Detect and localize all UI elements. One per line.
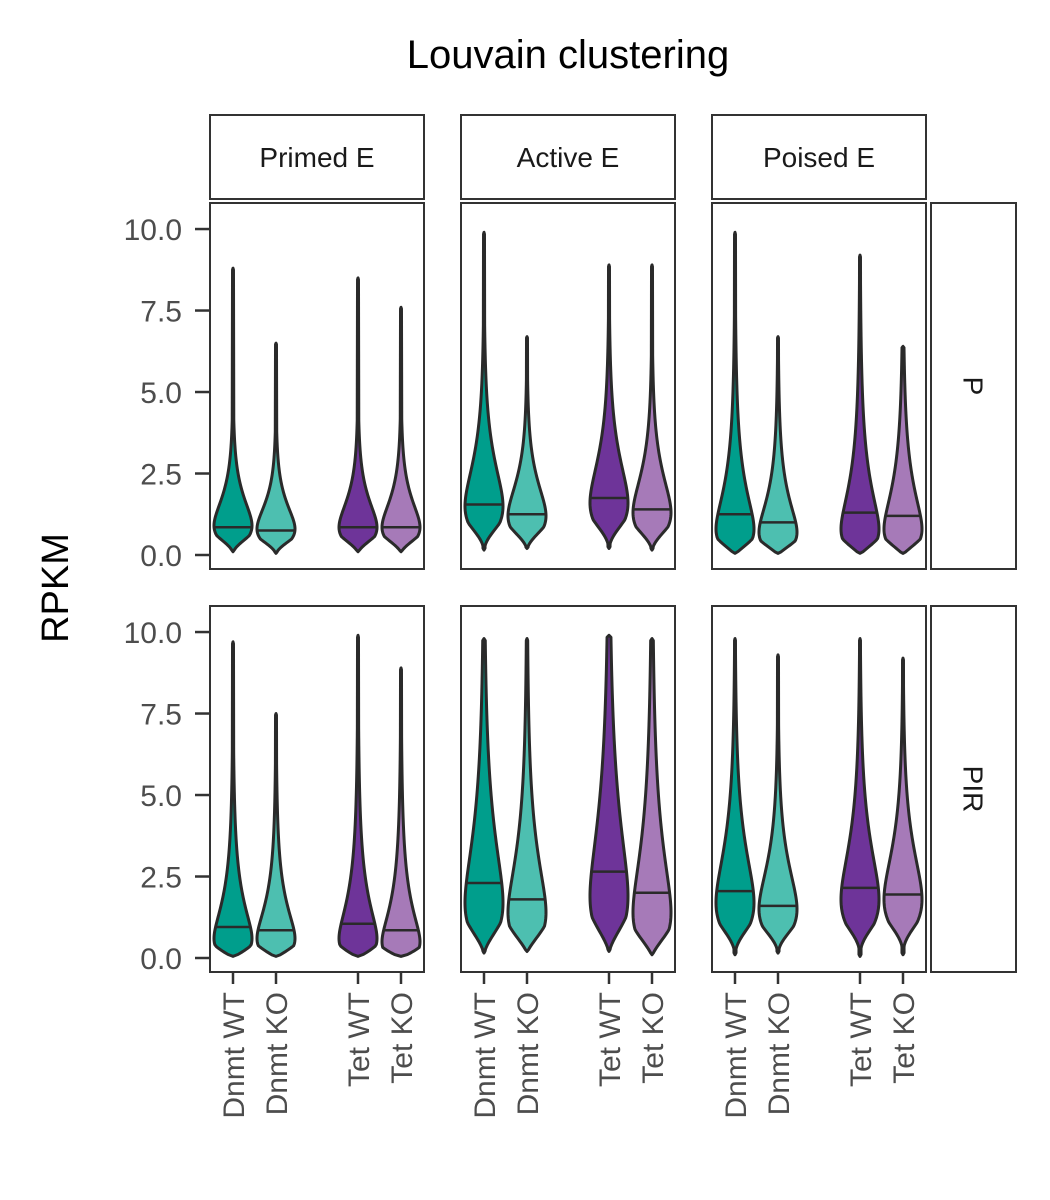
panel-p-poised-e bbox=[711, 202, 927, 570]
panel-pir-primed-e bbox=[209, 605, 425, 973]
panel-border bbox=[460, 605, 676, 973]
panel-border bbox=[711, 202, 927, 570]
strip-label-p: P bbox=[958, 377, 989, 396]
strip-label-poised-e: Poised E bbox=[763, 142, 875, 173]
violin-pir-active-e-dnmt-ko bbox=[506, 637, 548, 953]
panel-pir-active-e bbox=[460, 605, 676, 973]
x-tick-label-dnmt-wt: Dnmt WT bbox=[218, 992, 251, 1119]
x-tick-label-tet-wt: Tet WT bbox=[594, 992, 627, 1087]
x-tick-label-dnmt-wt: Dnmt WT bbox=[469, 992, 502, 1119]
y-tick-label: 5.0 bbox=[140, 377, 182, 410]
strip-box-p bbox=[930, 202, 1017, 570]
violin-p-active-e-tet-wt bbox=[588, 263, 630, 550]
panel-p-active-e bbox=[460, 202, 676, 570]
violin-p-poised-e-dnmt-wt bbox=[714, 230, 756, 555]
panel-border bbox=[209, 605, 425, 973]
panel-pir-poised-e bbox=[711, 605, 927, 973]
x-tick-label-tet-ko: Tet KO bbox=[386, 992, 419, 1084]
y-axis-title: RPKM bbox=[35, 533, 77, 643]
strip-box-poised-e bbox=[711, 114, 927, 200]
violin-pir-primed-e-tet-wt bbox=[337, 633, 379, 958]
violin-pir-active-e-dnmt-wt bbox=[463, 637, 505, 955]
y-tick-label: 7.5 bbox=[140, 296, 182, 329]
panel-border bbox=[711, 605, 927, 973]
chart-title: Louvain clustering bbox=[407, 33, 729, 77]
strip-label-primed-e: Primed E bbox=[259, 142, 374, 173]
y-tick-label: 0.0 bbox=[140, 943, 182, 976]
violin-pir-primed-e-dnmt-ko bbox=[255, 712, 297, 958]
panel-border bbox=[209, 202, 425, 570]
violin-p-active-e-dnmt-ko bbox=[506, 335, 548, 550]
x-tick-label-dnmt-ko: Dnmt KO bbox=[261, 992, 294, 1115]
y-tick-label: 7.5 bbox=[140, 699, 182, 732]
violin-pir-poised-e-dnmt-ko bbox=[757, 653, 799, 955]
y-tick-label: 10.0 bbox=[124, 617, 182, 650]
violin-p-poised-e-dnmt-ko bbox=[757, 335, 799, 555]
y-tick-label: 5.0 bbox=[140, 780, 182, 813]
violin-p-poised-e-tet-wt bbox=[839, 253, 881, 555]
violin-pir-active-e-tet-ko bbox=[631, 637, 673, 957]
strip-label-active-e: Active E bbox=[517, 142, 620, 173]
x-tick-label-tet-ko: Tet KO bbox=[888, 992, 921, 1084]
strip-box-primed-e bbox=[209, 114, 425, 200]
strip-box-active-e bbox=[460, 114, 676, 200]
panel-p-primed-e bbox=[209, 202, 425, 570]
strip-box-pir bbox=[930, 605, 1017, 973]
violin-pir-poised-e-tet-ko bbox=[882, 656, 924, 957]
x-tick-label-dnmt-ko: Dnmt KO bbox=[512, 992, 545, 1115]
x-tick-label-dnmt-wt: Dnmt WT bbox=[720, 992, 753, 1119]
violin-p-active-e-tet-ko bbox=[631, 263, 673, 552]
violin-p-primed-e-tet-wt bbox=[337, 276, 379, 554]
x-tick-label-tet-wt: Tet WT bbox=[343, 992, 376, 1087]
y-tick-label: 2.5 bbox=[140, 459, 182, 492]
y-tick-label: 10.0 bbox=[124, 214, 182, 247]
violin-p-primed-e-dnmt-ko bbox=[255, 341, 297, 555]
violin-pir-poised-e-tet-wt bbox=[839, 637, 881, 958]
violin-p-primed-e-tet-ko bbox=[380, 305, 422, 554]
x-tick-label-tet-ko: Tet KO bbox=[637, 992, 670, 1084]
x-tick-label-tet-wt: Tet WT bbox=[845, 992, 878, 1087]
violin-pir-primed-e-tet-ko bbox=[380, 666, 422, 958]
panel-border bbox=[460, 202, 676, 570]
violin-pir-active-e-tet-wt bbox=[588, 633, 630, 953]
x-tick-label-dnmt-ko: Dnmt KO bbox=[763, 992, 796, 1115]
facet-panels: Primed E Active E Poised E P PIR 0.0 2.5 5.0 7.5… bbox=[124, 114, 1017, 1119]
violin-pir-poised-e-dnmt-wt bbox=[714, 637, 756, 957]
violin-p-active-e-dnmt-wt bbox=[463, 230, 505, 552]
y-tick-label: 2.5 bbox=[140, 862, 182, 895]
violin-pir-primed-e-dnmt-wt bbox=[212, 640, 254, 958]
strip-label-pir: PIR bbox=[958, 766, 989, 813]
y-tick-label: 0.0 bbox=[140, 540, 182, 573]
violin-p-primed-e-dnmt-wt bbox=[212, 266, 254, 554]
violin-p-poised-e-tet-ko bbox=[882, 344, 924, 555]
